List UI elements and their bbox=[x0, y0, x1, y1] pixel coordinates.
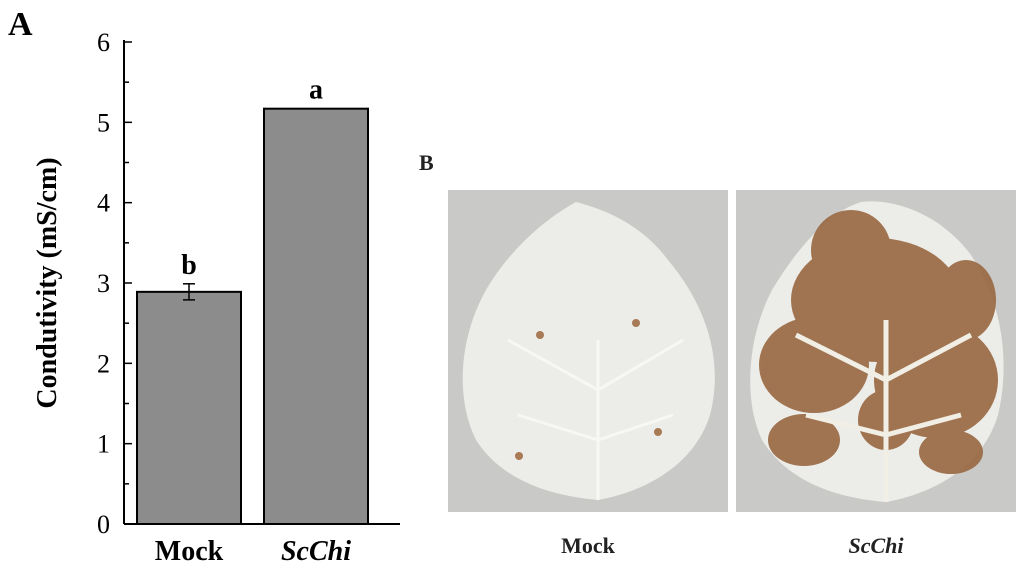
bar-chart: 0 1 2 3 4 5 6 Condutivity (mS/cm) b Mock a ScChi bbox=[32, 28, 400, 567]
scchi-leaf-photo bbox=[736, 190, 1016, 512]
y-tick-label: 6 bbox=[97, 28, 110, 57]
y-tick-label: 2 bbox=[97, 349, 110, 378]
significance-letter: a bbox=[309, 75, 323, 106]
bar bbox=[136, 290, 242, 525]
significance-letter: b bbox=[181, 250, 197, 281]
panel-b-label: B bbox=[419, 150, 434, 175]
y-tick-label: 5 bbox=[97, 108, 110, 137]
y-tick-label: 4 bbox=[97, 189, 110, 218]
bar bbox=[263, 107, 369, 525]
panel-a-label: A bbox=[8, 6, 33, 43]
y-tick-label: 1 bbox=[97, 430, 110, 459]
x-tick-label: Mock bbox=[155, 536, 224, 567]
mock-leaf-photo bbox=[448, 190, 728, 512]
y-tick-label: 3 bbox=[97, 269, 110, 298]
scchi-photo-caption: ScChi bbox=[848, 533, 904, 558]
y-tick-label: 0 bbox=[97, 510, 110, 539]
mock-photo-caption: Mock bbox=[561, 533, 615, 558]
x-tick-label: ScChi bbox=[281, 536, 351, 567]
y-axis-label: Condutivity (mS/cm) bbox=[32, 157, 63, 408]
